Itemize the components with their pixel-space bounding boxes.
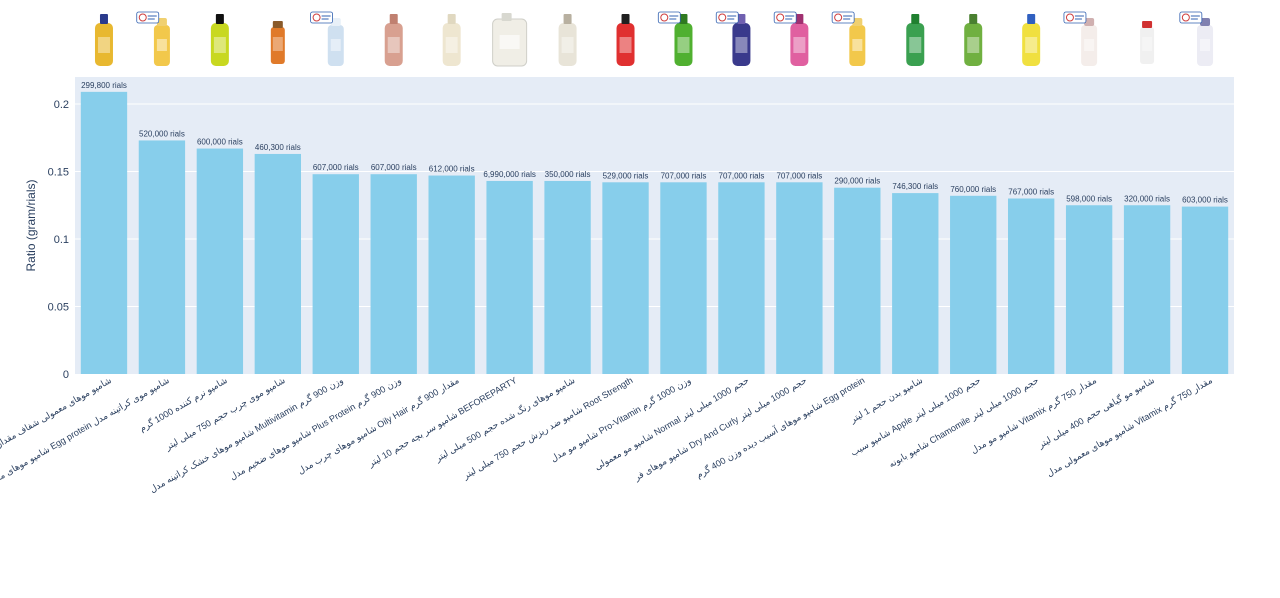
bar [254, 153, 302, 374]
product-image-icon [1022, 14, 1041, 66]
y-tick-label: 0 [63, 369, 69, 381]
y-tick-label: 0.15 [48, 167, 69, 179]
product-badge [1063, 11, 1087, 24]
x-axis-ticks: شامپو موهای معمولی شفاف مقدار 625 گرمشام… [0, 374, 1214, 562]
product-image-icon [657, 11, 693, 66]
product-image-icon [442, 14, 461, 66]
product-image-icon [558, 14, 577, 66]
bar [428, 175, 475, 374]
product-image-icon [136, 11, 170, 66]
x-tick-label: شامپو موهای خشک کراتینه مدل Multivitamin… [148, 374, 345, 494]
bar-label: 746,300 rials [892, 182, 938, 191]
bar-label: 299,800 rials [81, 81, 127, 90]
bar [602, 182, 649, 374]
bar-label: 460,300 rials [255, 143, 301, 152]
product-badge [1179, 11, 1203, 24]
bar-label: 6,990,000 rials [483, 170, 535, 179]
bar-label: 760,000 rials [950, 185, 996, 194]
y-axis-title: Ratio (gram/rials) [24, 179, 38, 271]
bar-label: 529,000 rials [603, 171, 649, 180]
product-badge [715, 11, 739, 24]
product-image-icon [492, 13, 528, 67]
product-image-icon [616, 14, 635, 66]
product-image-icon [1140, 21, 1155, 64]
bar-label: 603,000 rials [1182, 196, 1228, 205]
bar-labels: 299,800 rials 520,000 rials 600,000 rials 4… [81, 81, 1228, 205]
bar-label: 607,000 rials [313, 163, 359, 172]
plot-background [75, 77, 1234, 374]
bar [312, 174, 359, 374]
y-tick-label: 0.1 [54, 234, 69, 246]
product-badge [773, 11, 797, 24]
product-image-icon [1179, 11, 1214, 66]
product-badge [136, 11, 160, 24]
x-tick-label: شامپو موهای معمولی شفاف مقدار 625 گرم وز… [0, 374, 171, 562]
bar-label: 767,000 rials [1008, 188, 1054, 197]
bar [1181, 206, 1229, 374]
bar-label: 598,000 rials [1066, 194, 1112, 203]
bar-label: 350,000 rials [545, 170, 591, 179]
y-tick-label: 0.2 [54, 99, 69, 111]
bar-label: 607,000 rials [371, 163, 417, 172]
bar [138, 140, 186, 374]
product-badge [831, 11, 855, 24]
product-badge [657, 11, 681, 24]
product-image-icon [210, 14, 229, 66]
bar [892, 193, 939, 374]
bar [660, 182, 707, 374]
bar-label: 600,000 rials [197, 138, 243, 147]
product-image-icon [1063, 11, 1098, 66]
bar [196, 148, 244, 374]
product-image-icon [773, 11, 809, 66]
bar-label: 707,000 rials [776, 171, 822, 180]
product-image-icon [94, 14, 113, 66]
product-image-icon [906, 14, 925, 66]
product-image-icon [270, 21, 285, 64]
y-tick-label: 0.05 [48, 302, 69, 314]
bar [834, 187, 881, 374]
bar-label: 520,000 rials [139, 129, 185, 138]
bars [80, 91, 1229, 374]
product-badge [310, 11, 333, 24]
bar-label: 612,000 rials [429, 165, 475, 174]
bar [370, 174, 417, 374]
y-axis-ticks: 0 0.05 0.1 0.15 0.2 [48, 99, 69, 381]
bar [1065, 205, 1113, 374]
bar [776, 182, 823, 374]
bar [80, 91, 128, 374]
product-image-icon [831, 11, 866, 66]
bar-label: 707,000 rials [661, 171, 707, 180]
bar [950, 195, 997, 374]
product-image-icon [384, 14, 403, 66]
bar [544, 180, 591, 374]
product-image-icon [310, 11, 344, 66]
product-image-icon [715, 11, 751, 66]
bar [1123, 205, 1171, 374]
bar [1007, 198, 1055, 374]
bar-label: 707,000 rials [719, 171, 765, 180]
bar-label: 290,000 rials [834, 177, 880, 186]
bar-label: 320,000 rials [1124, 194, 1170, 203]
bar [486, 180, 533, 374]
product-images [94, 11, 1214, 67]
bar [718, 182, 765, 374]
product-image-icon [964, 14, 983, 66]
